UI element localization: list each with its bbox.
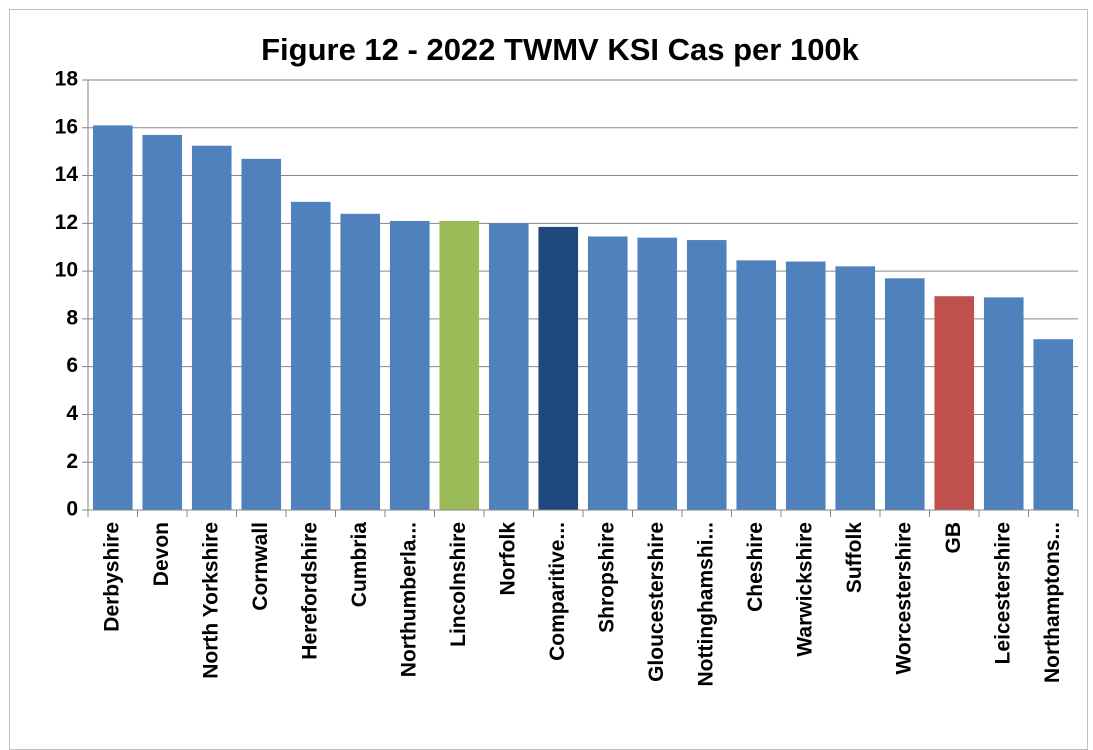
bar <box>736 260 777 510</box>
bar <box>587 236 628 510</box>
x-tick-label: Suffolk <box>843 522 866 593</box>
y-tick-label: 4 <box>66 402 78 425</box>
x-tick-label: Cheshire <box>744 522 767 612</box>
labels: 0 2 4 6 8 10 12 14 16 18 Derbyshire Devon North York… <box>55 68 1064 687</box>
x-tick-label: Shropshire <box>595 522 618 633</box>
bars <box>92 125 1074 511</box>
bar <box>637 237 678 510</box>
bar <box>290 201 331 511</box>
x-tick-label: Cumbria <box>348 522 371 608</box>
x-tick-label: Devon <box>150 522 173 586</box>
x-tick-label: North Yorkshire <box>199 522 222 679</box>
x-tick-label: Comparitive... <box>546 522 569 661</box>
x-tick-label: Norfolk <box>496 522 519 596</box>
x-tick-label: Lincolnshire <box>447 522 470 647</box>
chart-title: Figure 12 - 2022 TWMV KSI Cas per 100k <box>261 32 860 67</box>
bar <box>538 226 579 510</box>
bar <box>191 145 232 510</box>
x-tick-label: Cornwall <box>249 522 272 611</box>
y-tick-label: 16 <box>55 115 78 138</box>
x-tick-label: Herefordshire <box>298 522 321 660</box>
bar <box>340 213 381 510</box>
bar <box>439 220 480 510</box>
bar <box>488 223 529 511</box>
x-tick-label: GB <box>942 522 965 554</box>
bar <box>92 125 133 510</box>
y-tick-label: 8 <box>66 306 78 329</box>
bar <box>884 278 925 510</box>
bar <box>389 220 430 510</box>
x-tick-label: Warwickshire <box>793 522 816 657</box>
bar <box>835 266 876 510</box>
bar <box>785 261 826 510</box>
x-tick-label: Leicestershire <box>991 522 1014 664</box>
y-tick-label: 6 <box>66 354 78 377</box>
x-tick-label: Northumberla... <box>397 522 420 677</box>
y-tick-label: 12 <box>55 211 78 234</box>
y-tick-label: 18 <box>55 68 79 91</box>
bar <box>686 240 727 511</box>
bar <box>983 297 1024 510</box>
bar <box>241 158 282 511</box>
bar <box>1033 339 1074 510</box>
x-tick-label: Nottinghamshi... <box>694 522 717 687</box>
bar <box>142 134 183 510</box>
x-tick-label: Worcestershire <box>892 522 915 675</box>
y-tick-label: 2 <box>66 450 78 473</box>
y-tick-label: 14 <box>55 163 79 186</box>
y-tick-label: 10 <box>55 259 78 282</box>
bar <box>934 296 975 510</box>
x-tick-label: Gloucestershire <box>645 522 668 682</box>
y-tick-label: 0 <box>66 498 78 521</box>
x-tick-label: Northamptons... <box>1041 522 1064 683</box>
x-tick-label: Derbyshire <box>100 522 123 632</box>
